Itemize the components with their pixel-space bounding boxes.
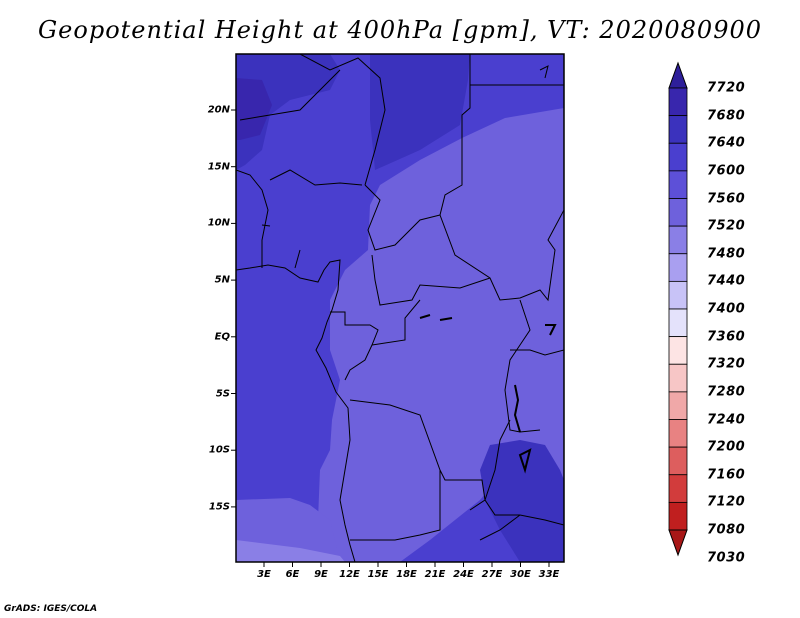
y-tick-label: 5N	[214, 274, 230, 286]
colorbar-swatch	[668, 142, 688, 172]
colorbar-swatch	[668, 419, 688, 448]
x-tick-label: 6E	[285, 569, 300, 580]
colorbar-label: 7640	[707, 135, 746, 151]
coastline	[236, 259, 356, 562]
colorbar-swatch	[668, 115, 688, 144]
y-tick-label: 15S	[208, 501, 230, 513]
x-tick-label: 30E	[510, 569, 531, 580]
colorbar-swatch	[668, 446, 688, 476]
y-tick-label: 10S	[208, 444, 230, 456]
colorbar-swatch	[668, 474, 688, 503]
colorbar-label: 7400	[707, 301, 746, 317]
colorbar-swatch	[668, 87, 688, 117]
height-field	[236, 54, 564, 562]
chart-title: Geopotential Height at 400hPa [gpm], VT:…	[38, 16, 762, 44]
x-axis-ticks	[263, 562, 550, 567]
x-tick-label: 9E	[314, 569, 328, 580]
colorbar-label: 7520	[707, 218, 746, 234]
y-tick-label: 20N	[207, 104, 230, 116]
x-tick-label: 15E	[367, 569, 389, 580]
colorbar-label: 7200	[707, 439, 746, 455]
colorbar-label: 7120	[707, 494, 746, 510]
colorbar-label: 7560	[707, 191, 746, 206]
footer-credit: GrADS: IGES/COLA	[4, 604, 98, 614]
colorbar-top-arrow	[668, 61, 688, 89]
colorbar-swatch	[668, 170, 688, 199]
colorbar-swatch	[668, 391, 688, 420]
band-7640-se	[480, 440, 564, 562]
x-tick-label: 27E	[481, 569, 503, 580]
x-tick-label: 3E	[257, 569, 271, 580]
colorbar-bottom-arrow	[668, 529, 688, 557]
colorbar-label: 7320	[707, 356, 746, 372]
colorbar-label: 7160	[707, 467, 746, 483]
band-7480	[236, 540, 345, 562]
colorbar-swatch	[668, 253, 688, 282]
x-tick-label: 24E	[453, 569, 474, 580]
colorbar-label: 7360	[707, 329, 746, 345]
y-tick-label: EQ	[214, 331, 230, 343]
y-axis-ticks	[231, 109, 236, 508]
x-tick-label: 18E	[396, 569, 417, 580]
colorbar-label: 7720	[707, 80, 746, 96]
band-7680	[236, 78, 272, 140]
country-borders	[236, 54, 564, 562]
colorbar-label: 7680	[707, 108, 746, 124]
colorbar-label: 7440	[707, 273, 746, 289]
colorbar-swatch	[668, 363, 688, 393]
x-tick-label: 21E	[424, 569, 446, 580]
colorbar-swatch	[668, 225, 688, 255]
colorbar-label: 7480	[707, 246, 746, 262]
x-tick-label: 12E	[339, 569, 360, 580]
x-tick-label: 33E	[538, 569, 560, 580]
colorbar-swatch	[668, 280, 688, 310]
y-tick-label: 10N	[207, 217, 230, 229]
band-7640-north	[370, 54, 470, 170]
colorbar-label: 7080	[707, 522, 746, 538]
map-frame	[235, 53, 565, 563]
colorbar	[668, 61, 688, 557]
colorbar-swatch	[668, 501, 688, 531]
y-tick-label: 15N	[207, 161, 230, 173]
colorbar-label: 7240	[707, 412, 746, 427]
colorbar-label: 7030	[707, 550, 746, 566]
colorbar-swatch	[668, 308, 688, 338]
colorbar-swatch	[668, 336, 688, 365]
colorbar-label: 7600	[707, 163, 746, 179]
colorbar-label: 7280	[707, 384, 746, 400]
y-tick-label: 5S	[215, 388, 230, 399]
colorbar-swatch	[668, 198, 688, 227]
